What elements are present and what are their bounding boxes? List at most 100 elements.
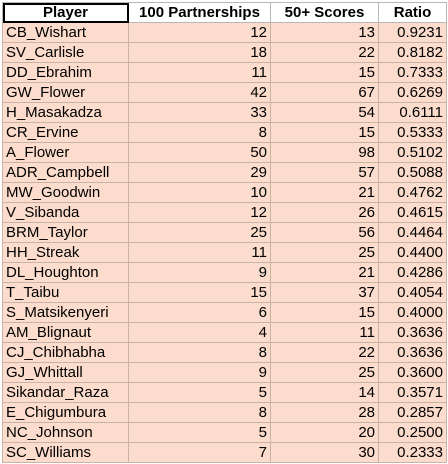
cell-ratio[interactable]: 0.9231 xyxy=(378,22,447,43)
cell-100-partnerships[interactable]: 6 xyxy=(128,302,271,323)
cell-ratio[interactable]: 0.2333 xyxy=(378,442,447,463)
table-row: E_Chigumbura 8 28 0.2857 xyxy=(2,402,447,423)
header-player[interactable]: Player xyxy=(2,2,129,23)
cell-player[interactable]: T_Taibu xyxy=(2,282,129,303)
cell-50-plus-scores[interactable]: 28 xyxy=(270,402,379,423)
cell-50-plus-scores[interactable]: 30 xyxy=(270,442,379,463)
cell-ratio[interactable]: 0.4000 xyxy=(378,302,447,323)
cell-100-partnerships[interactable]: 15 xyxy=(128,282,271,303)
cell-100-partnerships[interactable]: 42 xyxy=(128,82,271,103)
cell-ratio[interactable]: 0.5102 xyxy=(378,142,447,163)
cell-player[interactable]: CR_Ervine xyxy=(2,122,129,143)
cell-100-partnerships[interactable]: 8 xyxy=(128,122,271,143)
cell-50-plus-scores[interactable]: 26 xyxy=(270,202,379,223)
cell-ratio[interactable]: 0.3636 xyxy=(378,342,447,363)
cell-player[interactable]: H_Masakadza xyxy=(2,102,129,123)
cell-50-plus-scores[interactable]: 22 xyxy=(270,342,379,363)
cell-100-partnerships[interactable]: 12 xyxy=(128,22,271,43)
cell-50-plus-scores[interactable]: 25 xyxy=(270,362,379,383)
cell-player[interactable]: V_Sibanda xyxy=(2,202,129,223)
header-100-partnerships[interactable]: 100 Partnerships xyxy=(128,2,271,23)
cell-100-partnerships[interactable]: 33 xyxy=(128,102,271,123)
cell-50-plus-scores[interactable]: 22 xyxy=(270,42,379,63)
table-row: AM_Blignaut 4 11 0.3636 xyxy=(2,322,447,343)
header-ratio[interactable]: Ratio xyxy=(378,2,447,23)
cell-ratio[interactable]: 0.4054 xyxy=(378,282,447,303)
cell-100-partnerships[interactable]: 12 xyxy=(128,202,271,223)
cell-player[interactable]: SC_Williams xyxy=(2,442,129,463)
cell-100-partnerships[interactable]: 9 xyxy=(128,262,271,283)
cell-ratio[interactable]: 0.5333 xyxy=(378,122,447,143)
cell-50-plus-scores[interactable]: 15 xyxy=(270,122,379,143)
cell-50-plus-scores[interactable]: 13 xyxy=(270,22,379,43)
cell-100-partnerships[interactable]: 18 xyxy=(128,42,271,63)
cell-50-plus-scores[interactable]: 67 xyxy=(270,82,379,103)
cell-100-partnerships[interactable]: 5 xyxy=(128,382,271,403)
cell-ratio[interactable]: 0.4400 xyxy=(378,242,447,263)
header-50-plus-scores[interactable]: 50+ Scores xyxy=(270,2,379,23)
cell-ratio[interactable]: 0.6269 xyxy=(378,82,447,103)
cell-100-partnerships[interactable]: 4 xyxy=(128,322,271,343)
cell-ratio[interactable]: 0.4762 xyxy=(378,182,447,203)
cell-ratio[interactable]: 0.5088 xyxy=(378,162,447,183)
cell-player[interactable]: MW_Goodwin xyxy=(2,182,129,203)
cell-player[interactable]: HH_Streak xyxy=(2,242,129,263)
cell-100-partnerships[interactable]: 11 xyxy=(128,242,271,263)
cell-100-partnerships[interactable]: 50 xyxy=(128,142,271,163)
cell-player[interactable]: GW_Flower xyxy=(2,82,129,103)
cell-player[interactable]: Sikandar_Raza xyxy=(2,382,129,403)
cell-50-plus-scores[interactable]: 14 xyxy=(270,382,379,403)
cell-50-plus-scores[interactable]: 11 xyxy=(270,322,379,343)
cell-player[interactable]: CJ_Chibhabha xyxy=(2,342,129,363)
cell-player[interactable]: SV_Carlisle xyxy=(2,42,129,63)
cell-100-partnerships[interactable]: 8 xyxy=(128,342,271,363)
cell-ratio[interactable]: 0.8182 xyxy=(378,42,447,63)
cell-50-plus-scores[interactable]: 21 xyxy=(270,262,379,283)
cell-50-plus-scores[interactable]: 15 xyxy=(270,62,379,83)
cell-ratio[interactable]: 0.3600 xyxy=(378,362,447,383)
cell-100-partnerships[interactable]: 29 xyxy=(128,162,271,183)
cell-player[interactable]: DD_Ebrahim xyxy=(2,62,129,83)
cell-50-plus-scores[interactable]: 57 xyxy=(270,162,379,183)
cell-50-plus-scores[interactable]: 37 xyxy=(270,282,379,303)
cell-50-plus-scores[interactable]: 20 xyxy=(270,422,379,443)
cell-ratio[interactable]: 0.3636 xyxy=(378,322,447,343)
table-row: GJ_Whittall 9 25 0.3600 xyxy=(2,362,447,383)
cell-player[interactable]: AM_Blignaut xyxy=(2,322,129,343)
cell-50-plus-scores[interactable]: 21 xyxy=(270,182,379,203)
cell-100-partnerships[interactable]: 11 xyxy=(128,62,271,83)
cell-ratio[interactable]: 0.2857 xyxy=(378,402,447,423)
cell-ratio[interactable]: 0.3571 xyxy=(378,382,447,403)
cell-50-plus-scores[interactable]: 15 xyxy=(270,302,379,323)
cell-player[interactable]: NC_Johnson xyxy=(2,422,129,443)
cell-ratio[interactable]: 0.7333 xyxy=(378,62,447,83)
cell-ratio[interactable]: 0.2500 xyxy=(378,422,447,443)
cell-50-plus-scores[interactable]: 54 xyxy=(270,102,379,123)
cell-player[interactable]: GJ_Whittall xyxy=(2,362,129,383)
table-row: CR_Ervine 8 15 0.5333 xyxy=(2,122,447,143)
cell-ratio[interactable]: 0.6111 xyxy=(378,102,447,123)
cell-50-plus-scores[interactable]: 56 xyxy=(270,222,379,243)
cell-player[interactable]: BRM_Taylor xyxy=(2,222,129,243)
cell-player[interactable]: CB_Wishart xyxy=(2,22,129,43)
cell-player[interactable]: DL_Houghton xyxy=(2,262,129,283)
cell-player[interactable]: S_Matsikenyeri xyxy=(2,302,129,323)
cell-100-partnerships[interactable]: 25 xyxy=(128,222,271,243)
table-row: SC_Williams 7 30 0.2333 xyxy=(2,442,447,463)
cell-50-plus-scores[interactable]: 98 xyxy=(270,142,379,163)
cell-player[interactable]: A_Flower xyxy=(2,142,129,163)
table-row: BRM_Taylor 25 56 0.4464 xyxy=(2,222,447,243)
cell-ratio[interactable]: 0.4464 xyxy=(378,222,447,243)
cell-100-partnerships[interactable]: 5 xyxy=(128,422,271,443)
cell-ratio[interactable]: 0.4286 xyxy=(378,262,447,283)
table-row: HH_Streak 11 25 0.4400 xyxy=(2,242,447,263)
cell-100-partnerships[interactable]: 8 xyxy=(128,402,271,423)
cell-100-partnerships[interactable]: 7 xyxy=(128,442,271,463)
cell-100-partnerships[interactable]: 10 xyxy=(128,182,271,203)
cell-100-partnerships[interactable]: 9 xyxy=(128,362,271,383)
cell-player[interactable]: E_Chigumbura xyxy=(2,402,129,423)
cell-ratio[interactable]: 0.4615 xyxy=(378,202,447,223)
cell-player[interactable]: ADR_Campbell xyxy=(2,162,129,183)
cell-50-plus-scores[interactable]: 25 xyxy=(270,242,379,263)
table-row: T_Taibu 15 37 0.4054 xyxy=(2,282,447,303)
